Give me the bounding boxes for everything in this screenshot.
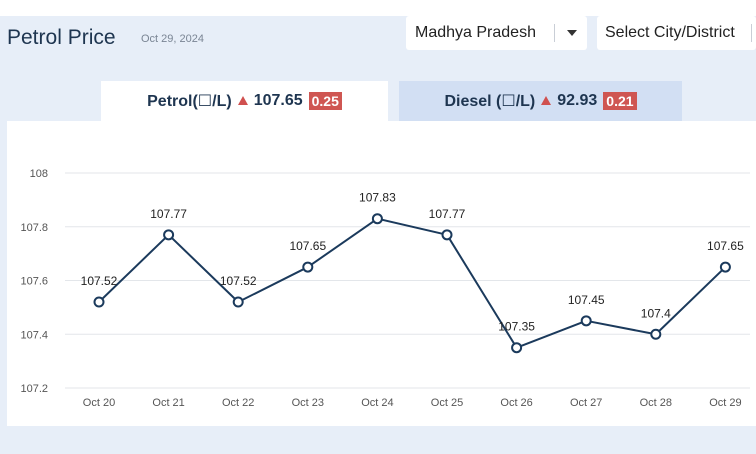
x-tick-label: Oct 25 <box>431 397 463 409</box>
data-point <box>232 296 244 308</box>
x-tick-label: Oct 28 <box>640 397 672 409</box>
data-label: 107.52 <box>81 274 118 288</box>
x-tick-label: Oct 23 <box>292 397 324 409</box>
state-select[interactable]: Madhya Pradesh <box>406 16 587 50</box>
tab-petrol-price: 107.65 <box>253 92 303 109</box>
data-label: 107.77 <box>429 207 466 221</box>
y-tick-label: 108 <box>30 168 48 180</box>
city-select[interactable]: Select City/District <box>597 16 756 50</box>
data-label: 107.65 <box>289 239 326 253</box>
select-divider <box>751 24 752 42</box>
tab-petrol-label: Petrol(☐/L) <box>147 93 232 110</box>
data-point <box>371 213 383 225</box>
y-tick-label: 107.4 <box>20 329 48 341</box>
tab-diesel-label: Diesel (☐/L) <box>444 93 536 110</box>
data-label: 107.52 <box>220 274 257 288</box>
data-point <box>163 229 175 241</box>
city-select-value: Select City/District <box>605 24 735 41</box>
data-label: 107.77 <box>150 207 187 221</box>
page-title: Petrol Price <box>7 26 116 49</box>
state-select-value: Madhya Pradesh <box>415 24 536 41</box>
price-series-line <box>98 217 727 349</box>
data-point <box>93 296 105 308</box>
x-tick-label: Oct 21 <box>152 397 184 409</box>
data-label: 107.4 <box>641 306 671 320</box>
x-tick-label: Oct 29 <box>709 397 741 409</box>
price-date: Oct 29, 2024 <box>141 33 204 45</box>
y-tick-label: 107.8 <box>20 222 48 234</box>
data-label: 107.45 <box>568 293 605 307</box>
chevron-down-icon <box>567 30 577 36</box>
x-tick-label: Oct 20 <box>83 397 115 409</box>
up-arrow-icon <box>541 95 552 105</box>
data-point <box>719 261 731 273</box>
x-tick-label: Oct 26 <box>500 397 532 409</box>
data-point <box>511 342 523 354</box>
tab-diesel[interactable]: Diesel (☐/L) 92.93 0.21 <box>399 81 682 121</box>
y-tick-label: 107.6 <box>20 276 48 288</box>
y-tick-label: 107.2 <box>20 383 48 395</box>
data-label: 107.65 <box>707 239 744 253</box>
x-tick-label: Oct 24 <box>361 397 393 409</box>
chart-panel <box>7 121 756 426</box>
select-divider <box>554 24 555 42</box>
tab-diesel-price: 92.93 <box>557 92 598 109</box>
data-label: 107.83 <box>359 191 396 205</box>
tab-petrol[interactable]: Petrol(☐/L) 107.65 0.25 <box>101 81 388 121</box>
tab-petrol-change-badge: 0.25 <box>308 92 342 110</box>
data-point <box>650 328 662 340</box>
up-arrow-icon <box>237 95 248 105</box>
x-tick-label: Oct 27 <box>570 397 602 409</box>
data-point <box>580 315 592 327</box>
data-point <box>441 229 453 241</box>
data-label: 107.35 <box>498 320 535 334</box>
x-tick-label: Oct 22 <box>222 397 254 409</box>
data-point <box>302 261 314 273</box>
tab-diesel-change-badge: 0.21 <box>603 92 637 110</box>
